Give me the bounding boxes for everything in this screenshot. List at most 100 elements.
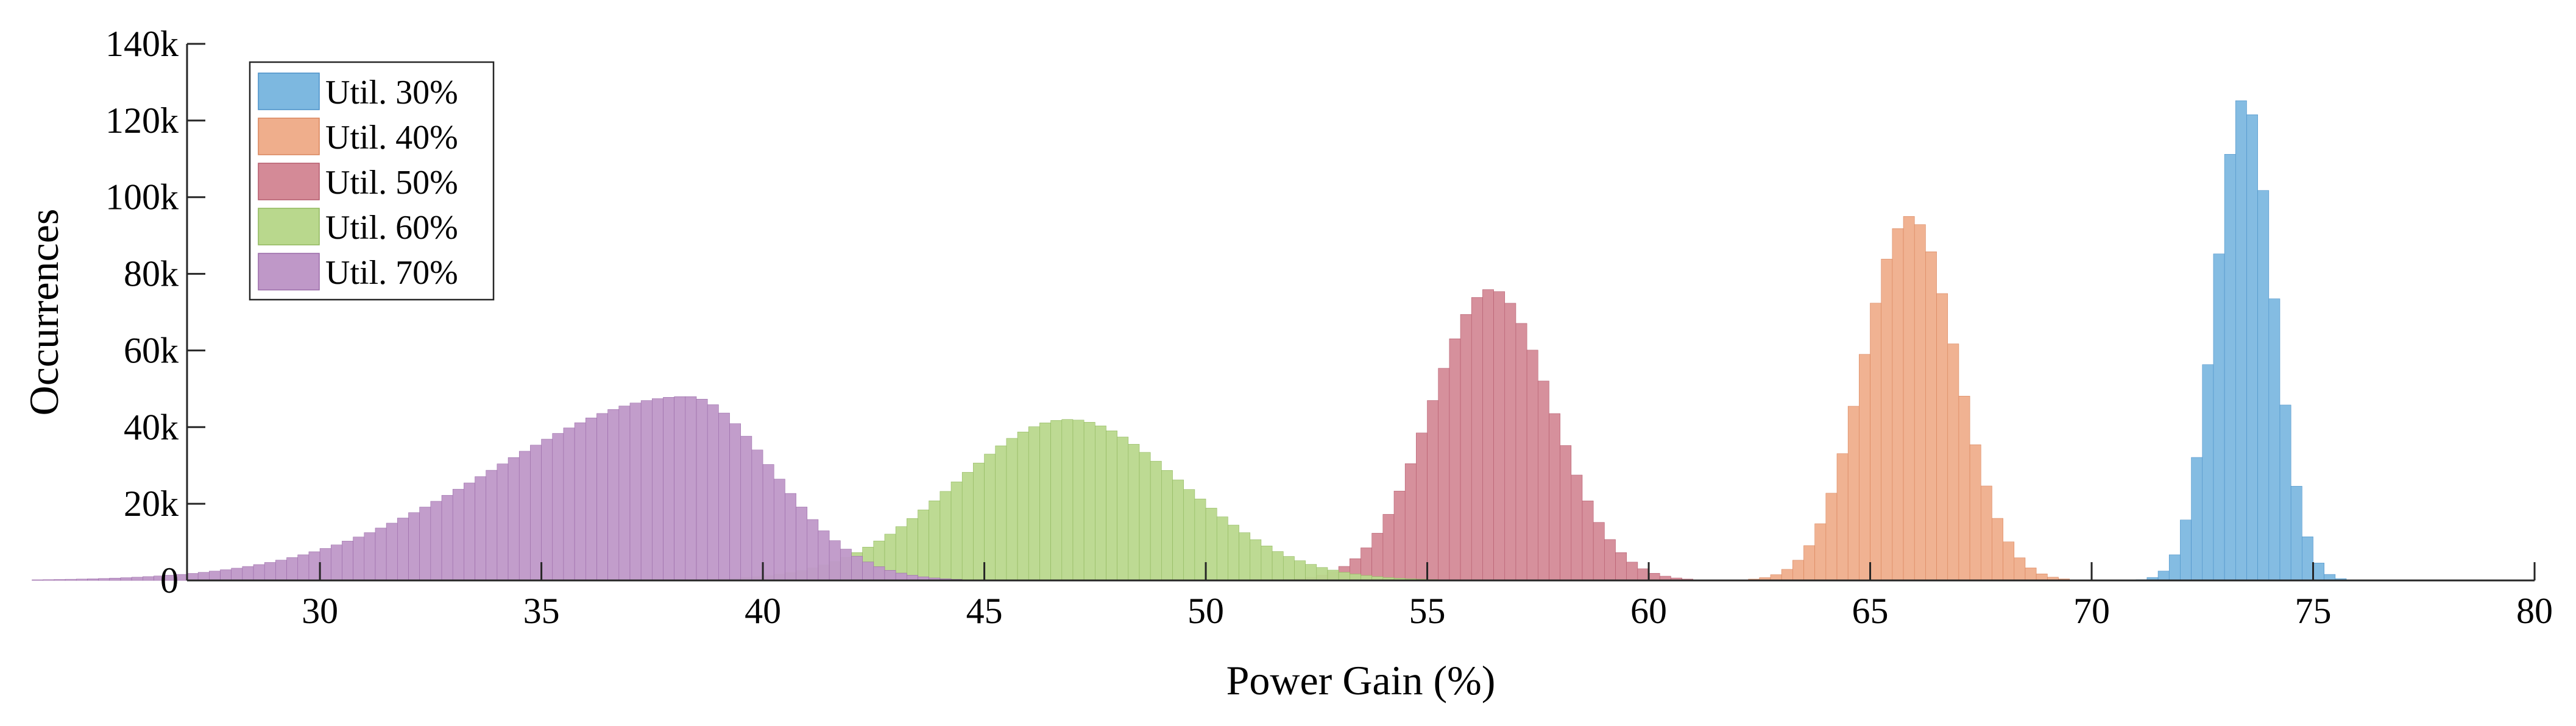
histogram-bar <box>518 451 531 581</box>
histogram-bar <box>1482 289 1494 581</box>
histogram-bar <box>1427 400 1439 581</box>
histogram-bar <box>1050 420 1063 581</box>
histogram-bar <box>618 406 631 581</box>
histogram-bar <box>773 479 785 581</box>
histogram-bar <box>939 491 952 581</box>
histogram-bar <box>2302 536 2313 581</box>
x-tick-label: 50 <box>1187 591 1224 631</box>
histogram-bar <box>596 413 608 581</box>
histogram-bar <box>319 548 331 581</box>
histogram-bar <box>950 481 963 581</box>
histogram-bar <box>2313 563 2324 581</box>
histogram-bar <box>1781 569 1793 581</box>
histogram-bar <box>829 540 841 581</box>
histogram-bar <box>242 566 254 581</box>
histogram-bar <box>541 439 553 581</box>
histogram-bar <box>1350 574 1361 581</box>
x-tick-label: 70 <box>2073 591 2110 631</box>
histogram-bar <box>2257 190 2270 581</box>
histogram-bar <box>464 482 475 581</box>
histogram-bar <box>1892 228 1904 581</box>
histogram-bar <box>1460 314 1472 581</box>
histogram-bar <box>2202 364 2214 581</box>
histogram-bar <box>2279 404 2291 581</box>
histogram-bar <box>1803 545 1815 581</box>
histogram-bar <box>375 527 387 581</box>
histogram-bar <box>508 457 520 581</box>
histogram-bar <box>2268 298 2281 581</box>
histogram-bar <box>275 560 287 581</box>
y-axis-title: Occurrences <box>21 209 67 416</box>
histogram-bar <box>1549 413 1560 581</box>
histogram-bar <box>475 476 487 581</box>
histogram-bar <box>1183 489 1195 581</box>
histogram-bar <box>674 396 686 581</box>
histogram-bar <box>1925 252 1937 581</box>
histogram-bar <box>419 507 431 581</box>
histogram-bar <box>98 578 110 581</box>
histogram-bar <box>1593 522 1605 581</box>
histogram-bar <box>563 428 575 581</box>
histogram-bar <box>308 551 320 581</box>
histogram-bar <box>1194 498 1206 581</box>
histogram-bar <box>1305 564 1317 581</box>
histogram-bar <box>209 571 221 581</box>
histogram-bar <box>1903 216 1915 581</box>
histogram-bar <box>607 409 620 581</box>
tick-labels: 30 35 40 45 50 55 60 65 70 75 80 0 20k 40k 60k 80k 100k 1… <box>105 24 2553 631</box>
histogram-bar <box>895 573 907 581</box>
histogram-bar <box>984 454 996 581</box>
histogram-bar <box>1438 368 1450 581</box>
histogram-bar <box>109 577 121 581</box>
histogram-bar <box>1106 431 1117 581</box>
histogram-bar <box>929 500 941 581</box>
histogram-bar <box>1947 344 1959 581</box>
histogram-bar <box>1571 474 1583 581</box>
histogram-bar <box>907 518 918 581</box>
histogram-bar <box>751 449 763 581</box>
histogram-bar <box>441 495 453 581</box>
histogram-bar <box>2235 100 2247 581</box>
histogram-bar <box>1371 533 1384 581</box>
histogram-bar <box>1626 562 1638 581</box>
histogram-bar <box>1150 460 1162 581</box>
y-tick-label: 60k <box>124 330 179 370</box>
histogram-bar <box>186 573 199 581</box>
histogram-bar <box>574 422 586 581</box>
histogram-bar <box>1316 567 1328 581</box>
histogram-bar <box>1117 437 1129 581</box>
x-tick-label: 55 <box>1409 591 1446 631</box>
histogram-bar <box>740 435 752 581</box>
histogram-bar <box>1128 444 1140 581</box>
histogram-bar <box>286 557 299 581</box>
y-tick-label: 0 <box>160 560 179 601</box>
histogram-bar <box>397 518 409 581</box>
histogram-bar <box>1969 444 1981 581</box>
histogram-bar <box>851 555 863 581</box>
x-tick-label: 30 <box>302 591 338 631</box>
histogram-bar <box>1006 438 1018 581</box>
x-tick-label: 45 <box>966 591 1003 631</box>
x-tick-label: 60 <box>1630 591 1667 631</box>
histogram-bar <box>1615 552 1627 581</box>
histogram-bar <box>2157 571 2170 581</box>
histogram-bar <box>652 398 663 581</box>
histogram-bar <box>1216 516 1228 581</box>
histogram-bar <box>497 463 509 581</box>
histogram-bar <box>2290 485 2302 581</box>
histogram-bar <box>1261 546 1273 581</box>
histogram-bar <box>1017 431 1029 581</box>
histogram-bar <box>1039 422 1051 581</box>
histogram-bar <box>2213 253 2225 581</box>
histogram-bar <box>2036 573 2048 581</box>
histogram-bar <box>1061 419 1074 581</box>
legend-swatch <box>258 118 320 155</box>
histogram-bar <box>54 579 66 581</box>
histogram-bar <box>1648 573 1660 581</box>
histogram-bar <box>1537 381 1549 581</box>
histogram-bar <box>995 445 1007 581</box>
histogram-bar <box>1139 452 1151 581</box>
histogram-bar <box>197 572 210 581</box>
histogram-bar <box>552 433 564 581</box>
histogram-bar <box>840 549 852 581</box>
